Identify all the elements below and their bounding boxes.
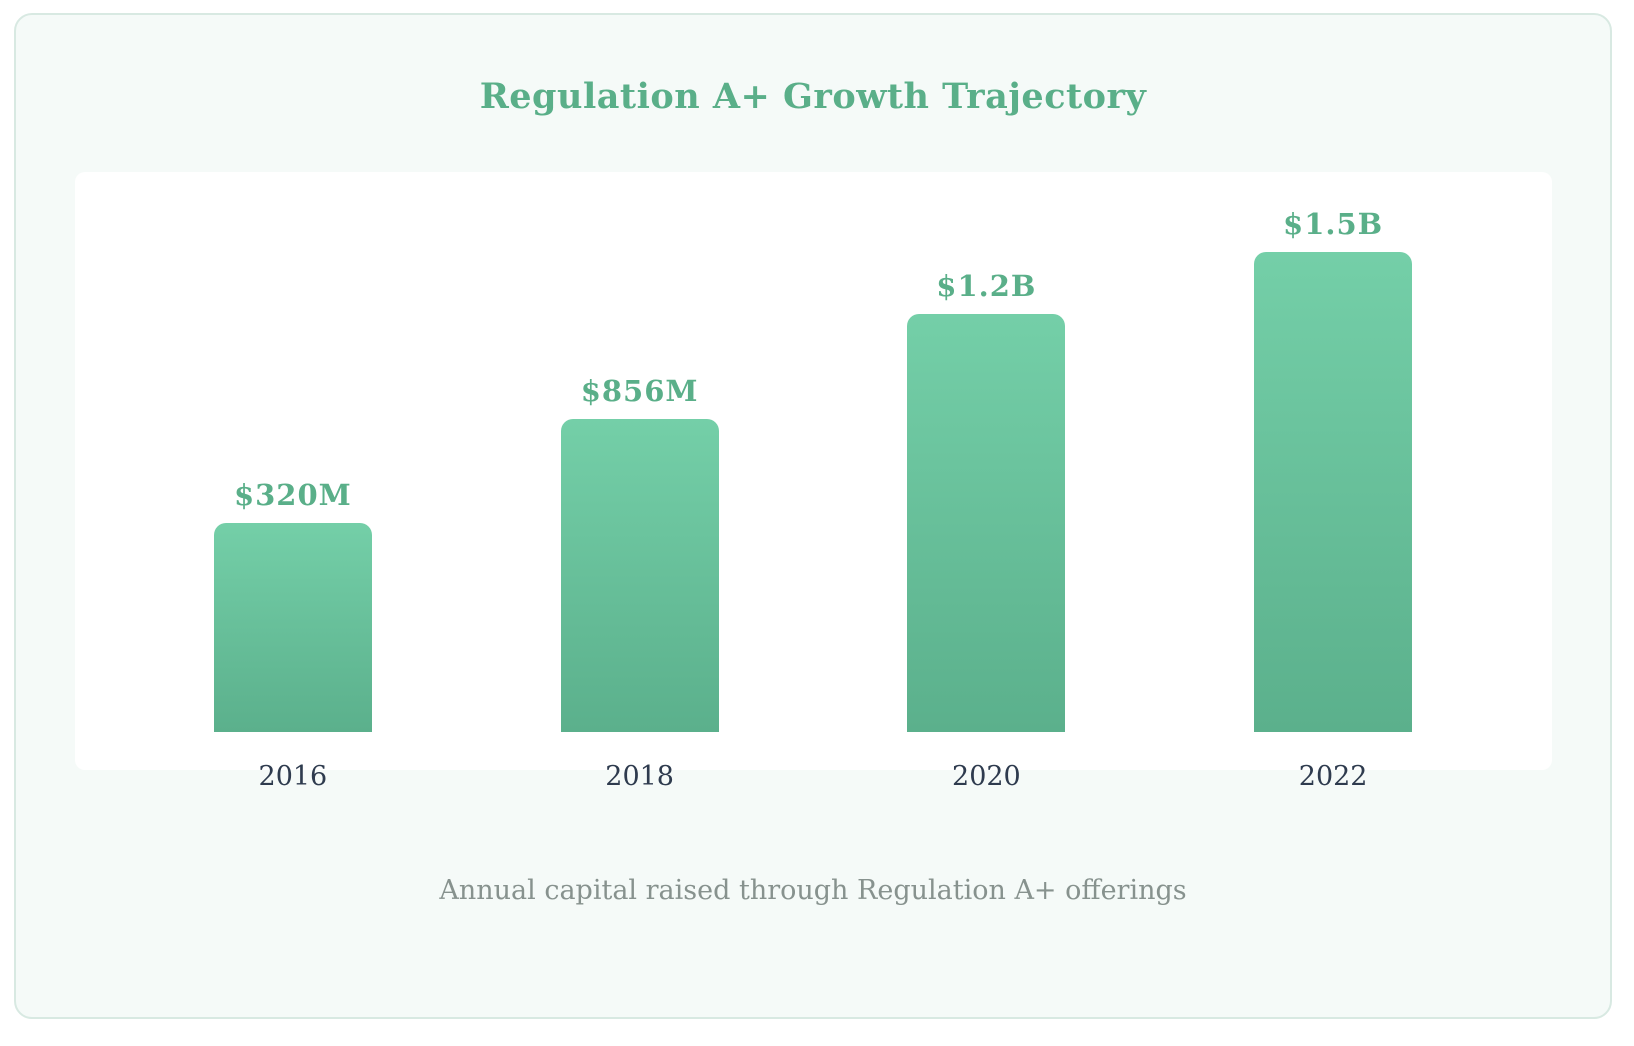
bar [907, 314, 1066, 732]
x-axis-tick-label: 2018 [605, 761, 674, 792]
chart-subtitle: Annual capital raised through Regulation… [439, 875, 1187, 906]
bar-group: $1.2B [813, 210, 1160, 732]
bar-group: $1.5B [1160, 210, 1507, 732]
bar-group: $856M [466, 210, 813, 732]
chart-title: Regulation A+ Growth Trajectory [479, 76, 1147, 117]
bar [560, 418, 719, 732]
bar-value-label: $1.5B [1283, 207, 1384, 241]
bar [213, 523, 372, 732]
plot-area: $320M $856M $1.2B $1.5B [74, 172, 1552, 770]
bar [1254, 252, 1413, 732]
x-axis-tick-label: 2022 [1298, 761, 1368, 792]
bar-value-label: $1.2B [936, 269, 1037, 304]
x-axis-tick-label: 2016 [258, 761, 328, 792]
bar-group: $320M [120, 210, 467, 732]
bar-value-label: $856M [580, 373, 699, 408]
x-axis-tick-label: 2020 [952, 761, 1021, 792]
x-axis-labels-row: 2016 2018 2020 2022 [75, 760, 1552, 794]
bar-value-label: $320M [233, 478, 352, 513]
chart-card: Regulation A+ Growth Trajectory $320M $8… [14, 13, 1612, 1019]
